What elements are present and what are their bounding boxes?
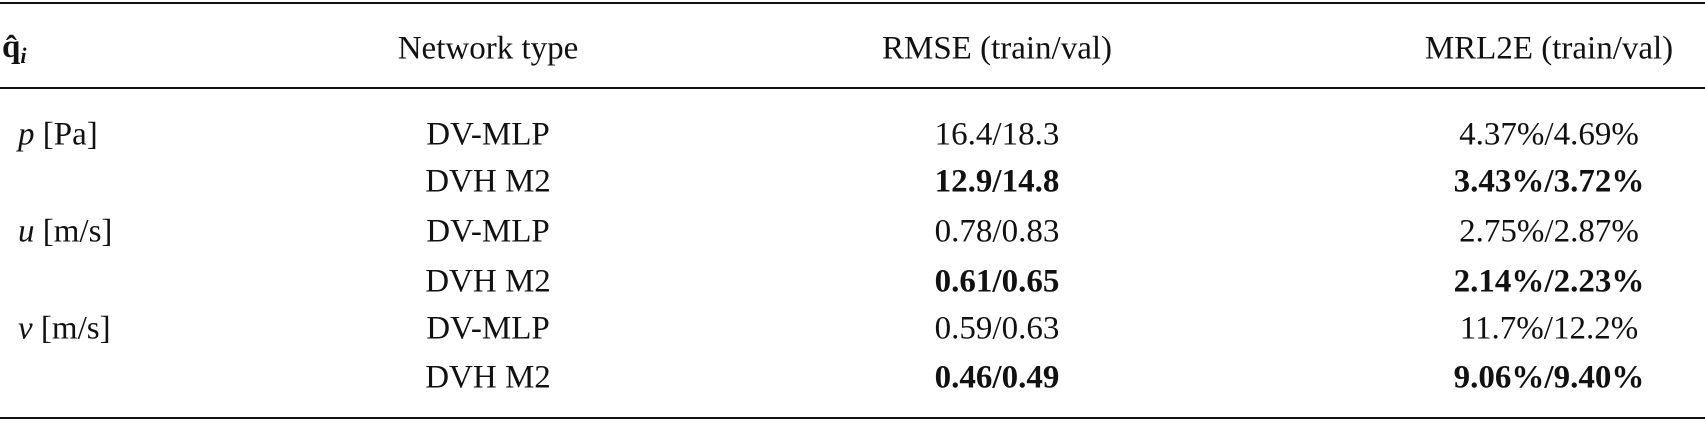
top-rule [0, 2, 1705, 4]
rmse-value: 0.46/0.49 [934, 359, 1060, 396]
network-type: DV-MLP [426, 310, 550, 347]
quantity: v [m/s] [18, 310, 111, 347]
mrl2e-value: 2.14%/2.23% [1453, 263, 1645, 300]
quantity: p [Pa] [18, 116, 98, 153]
mrl2e-value: 9.06%/9.40% [1453, 359, 1645, 396]
rmse-value: 0.78/0.83 [934, 213, 1060, 250]
network-type: DV-MLP [426, 213, 550, 250]
rmse-value: 0.59/0.63 [934, 310, 1060, 347]
header-network: Network type [397, 30, 579, 67]
network-type: DVH M2 [425, 359, 551, 396]
rmse-value: 0.61/0.65 [934, 263, 1060, 300]
mrl2e-value: 11.7%/12.2% [1459, 310, 1639, 347]
network-type: DVH M2 [425, 163, 551, 200]
header-quantity: q̂i [2, 31, 26, 67]
header-rule [0, 87, 1705, 89]
network-type: DV-MLP [426, 116, 550, 153]
quantity: u [m/s] [18, 213, 113, 250]
mrl2e-value: 3.43%/3.72% [1453, 163, 1645, 200]
header-rmse: RMSE (train/val) [881, 30, 1113, 67]
quantity-symbol: u [18, 213, 35, 250]
quantity-symbol: v [18, 310, 33, 347]
quantity-unit: [Pa] [42, 116, 98, 153]
header-symbol: q̂ [2, 29, 21, 65]
bottom-rule [0, 417, 1705, 419]
quantity-unit: [m/s] [42, 213, 113, 250]
header-mrl2e: MRL2E (train/val) [1424, 30, 1674, 67]
quantity-unit: [m/s] [40, 310, 111, 347]
rmse-value: 12.9/14.8 [934, 163, 1060, 200]
mrl2e-value: 4.37%/4.69% [1459, 116, 1639, 153]
mrl2e-value: 2.75%/2.87% [1459, 213, 1639, 250]
quantity-symbol: p [18, 116, 35, 153]
header-subscript: i [20, 43, 27, 68]
network-type: DVH M2 [425, 263, 551, 300]
rmse-value: 16.4/18.3 [934, 116, 1060, 153]
